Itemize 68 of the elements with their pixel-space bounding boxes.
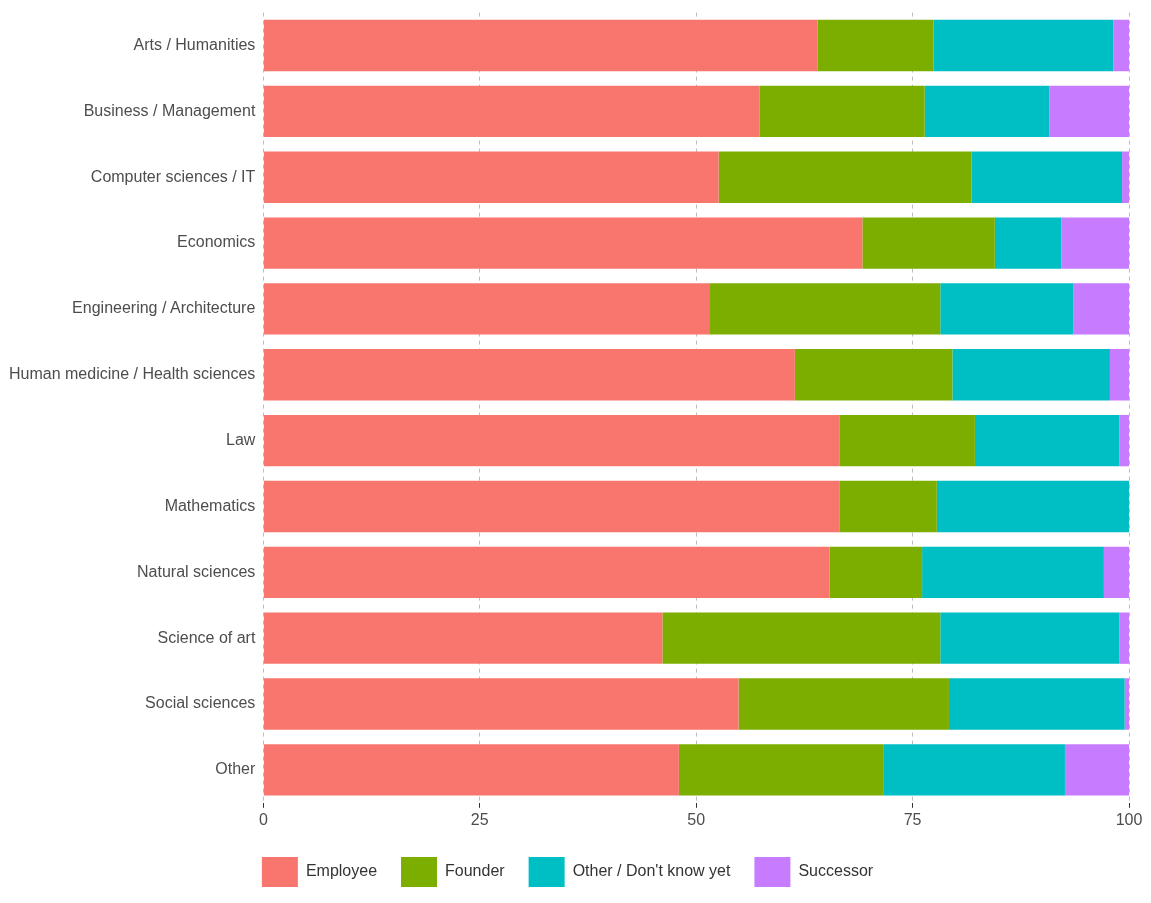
bar bbox=[1124, 678, 1129, 730]
bar bbox=[839, 414, 975, 467]
bar bbox=[1109, 349, 1129, 401]
bar bbox=[263, 744, 679, 796]
bar bbox=[263, 480, 840, 533]
legend-label: Successor bbox=[798, 862, 874, 880]
bar bbox=[940, 283, 1074, 335]
bar bbox=[933, 19, 1114, 72]
y-tick-label: Social sciences bbox=[145, 694, 256, 712]
y-tick-label: Economics bbox=[177, 233, 256, 251]
bar bbox=[263, 19, 818, 72]
y-tick-label: Business / Management bbox=[83, 101, 256, 119]
bar bbox=[718, 151, 972, 203]
bar bbox=[994, 217, 1062, 269]
x-tick-label: 75 bbox=[903, 810, 922, 828]
x-tick-label: 100 bbox=[1115, 810, 1143, 828]
x-tick-label: 50 bbox=[687, 810, 706, 828]
bar bbox=[971, 151, 1123, 203]
bar bbox=[1049, 85, 1129, 138]
x-tick-label: 25 bbox=[470, 810, 489, 828]
bar bbox=[936, 480, 1129, 533]
bar bbox=[662, 612, 941, 664]
legend-label: Founder bbox=[445, 862, 506, 880]
y-tick-label: Computer sciences / IT bbox=[90, 167, 256, 185]
bar bbox=[1119, 612, 1129, 664]
bar bbox=[1103, 546, 1129, 599]
bar bbox=[839, 480, 937, 533]
bar bbox=[862, 217, 995, 269]
bar bbox=[738, 678, 949, 730]
legend-label: Other / Don't know yet bbox=[572, 862, 731, 880]
bar bbox=[1122, 151, 1129, 203]
bar bbox=[948, 678, 1125, 730]
legend-label: Employee bbox=[305, 862, 378, 880]
bar bbox=[1119, 414, 1129, 467]
bar bbox=[829, 546, 923, 599]
bar bbox=[817, 19, 934, 72]
bar bbox=[263, 546, 830, 599]
y-tick-label: Science of art bbox=[157, 628, 256, 646]
y-tick-label: Engineering / Architecture bbox=[72, 299, 256, 317]
bar bbox=[883, 744, 1065, 796]
y-tick-label: Human medicine / Health sciences bbox=[8, 365, 256, 383]
x-tick-label: 0 bbox=[258, 810, 268, 828]
bar bbox=[263, 217, 863, 269]
y-tick-label: Law bbox=[225, 431, 256, 449]
bar bbox=[263, 349, 795, 401]
bar bbox=[263, 151, 719, 203]
y-tick-label: Mathematics bbox=[164, 496, 256, 514]
bar bbox=[922, 546, 1104, 599]
bar bbox=[678, 744, 884, 796]
bar bbox=[940, 612, 1120, 664]
bar bbox=[263, 283, 711, 335]
bar bbox=[974, 414, 1120, 467]
bar bbox=[1061, 217, 1129, 269]
bar bbox=[710, 283, 941, 335]
bar bbox=[1064, 744, 1129, 796]
y-tick-label: Arts / Humanities bbox=[133, 35, 256, 53]
y-tick-label: Natural sciences bbox=[137, 562, 256, 580]
bar bbox=[1073, 283, 1129, 335]
bar bbox=[263, 85, 760, 138]
bar bbox=[263, 678, 739, 730]
bar bbox=[263, 414, 840, 467]
y-tick-label: Other bbox=[215, 760, 257, 778]
bar bbox=[924, 85, 1050, 138]
bar bbox=[263, 612, 663, 664]
bar bbox=[952, 349, 1110, 401]
bar bbox=[1113, 19, 1129, 72]
bar bbox=[759, 85, 925, 138]
bar bbox=[794, 349, 953, 401]
